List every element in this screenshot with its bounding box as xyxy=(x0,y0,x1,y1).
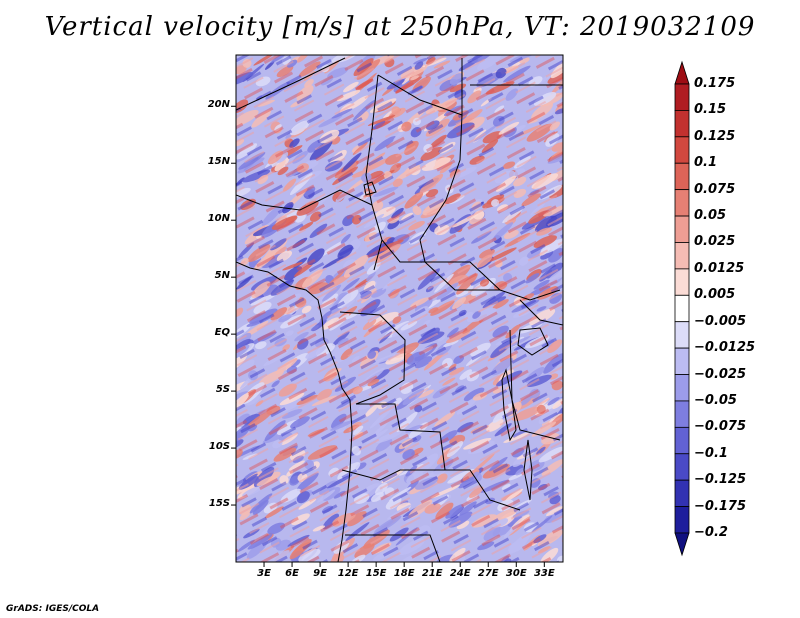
colorbar-segment xyxy=(674,321,690,349)
longitude-label: 15E xyxy=(365,568,387,579)
border-congo xyxy=(339,311,406,405)
colorbar-label: −0.175 xyxy=(694,498,747,514)
lake-tanganyika xyxy=(501,368,517,442)
colorbar-max-triangle xyxy=(674,60,690,85)
colorbar-segment xyxy=(674,294,690,323)
colorbar-segment xyxy=(674,162,690,191)
longitude-label: 21E xyxy=(421,568,443,579)
colorbar-label: 0.025 xyxy=(694,234,736,250)
colorbar-label: 0.125 xyxy=(694,128,736,144)
colorbar-segment xyxy=(674,374,690,402)
border-east xyxy=(519,299,563,326)
border-tanzania xyxy=(509,329,561,441)
longitude-label: 3E xyxy=(257,568,271,579)
colorbar-segment xyxy=(674,400,690,428)
colorbar-label: 0.005 xyxy=(694,287,736,303)
longitude-label: 6E xyxy=(285,568,299,579)
colorbar-label: −0.2 xyxy=(694,525,728,540)
border-libya-chad xyxy=(377,58,463,116)
colorbar-label: −0.025 xyxy=(694,366,747,382)
colorbar-segment xyxy=(674,347,690,375)
colorbar-label: 0.1 xyxy=(694,155,718,171)
latitude-label: EQ xyxy=(214,327,230,339)
colorbar-segment xyxy=(674,110,690,138)
latitude-label: 15S xyxy=(208,498,230,510)
colorbar-segment xyxy=(674,426,690,455)
longitude-label: 33E xyxy=(533,568,555,579)
latitude-ticks xyxy=(231,105,236,506)
country-borders xyxy=(236,57,563,562)
colorbar-label: 0.0125 xyxy=(694,260,745,276)
colorbar-label: −0.1 xyxy=(694,445,728,461)
border-drc-south xyxy=(356,403,521,511)
colorbar xyxy=(674,60,690,557)
border-car xyxy=(381,239,500,291)
latitude-label: 10N xyxy=(207,213,230,225)
border-zambia xyxy=(345,534,441,562)
latitude-label: 20N xyxy=(207,99,230,111)
colorbar-segment xyxy=(674,268,690,296)
grads-credit: GrADS: IGES/COLA xyxy=(6,604,100,614)
colorbar-label: −0.05 xyxy=(694,392,737,408)
colorbar-label: −0.075 xyxy=(694,419,747,435)
longitude-ticks xyxy=(263,562,545,567)
longitude-label: 12E xyxy=(337,568,359,579)
latitude-label: 10S xyxy=(208,441,230,453)
lake-chad xyxy=(363,181,377,196)
border-niger-nigeria xyxy=(236,189,373,211)
colorbar-label: 0.175 xyxy=(694,76,736,91)
colorbar-label: 0.075 xyxy=(694,181,736,197)
border-sahara-north xyxy=(236,57,346,111)
longitude-label: 27E xyxy=(477,568,499,579)
velocity-map xyxy=(236,55,563,562)
colorbar-segment xyxy=(674,215,690,243)
map-frame xyxy=(235,54,564,563)
velocity-streaks xyxy=(236,55,563,562)
colorbar-label: −0.005 xyxy=(694,313,747,329)
lake-malawi xyxy=(523,439,533,501)
colorbar-label: −0.125 xyxy=(694,472,747,488)
longitude-label: 24E xyxy=(449,568,471,579)
colorbar-segment xyxy=(674,189,690,217)
longitude-label: 30E xyxy=(505,568,527,579)
latitude-label: 5N xyxy=(214,270,230,282)
colorbar-label: 0.05 xyxy=(694,208,727,224)
longitude-label: 18E xyxy=(393,568,415,579)
colorbar-segment xyxy=(674,242,690,270)
colorbar-segment xyxy=(674,83,690,111)
latitude-label: 5S xyxy=(215,384,230,396)
colorbar-label: −0.0125 xyxy=(694,340,756,356)
latitude-label: 15N xyxy=(207,156,230,168)
colorbar-segment xyxy=(674,506,690,534)
figure-title: Vertical velocity [m/s] at 250hPa, VT: 2… xyxy=(44,12,756,42)
border-chad-west xyxy=(365,74,383,271)
colorbar-label: 0.15 xyxy=(694,102,727,118)
lake-victoria xyxy=(517,327,549,356)
border-angola xyxy=(341,469,445,481)
colorbar-segment xyxy=(674,453,690,481)
coastline xyxy=(236,261,353,562)
longitude-label: 9E xyxy=(313,568,327,579)
colorbar-segment xyxy=(674,136,690,164)
colorbar-min-triangle xyxy=(674,532,690,557)
colorbar-segment xyxy=(674,479,690,507)
